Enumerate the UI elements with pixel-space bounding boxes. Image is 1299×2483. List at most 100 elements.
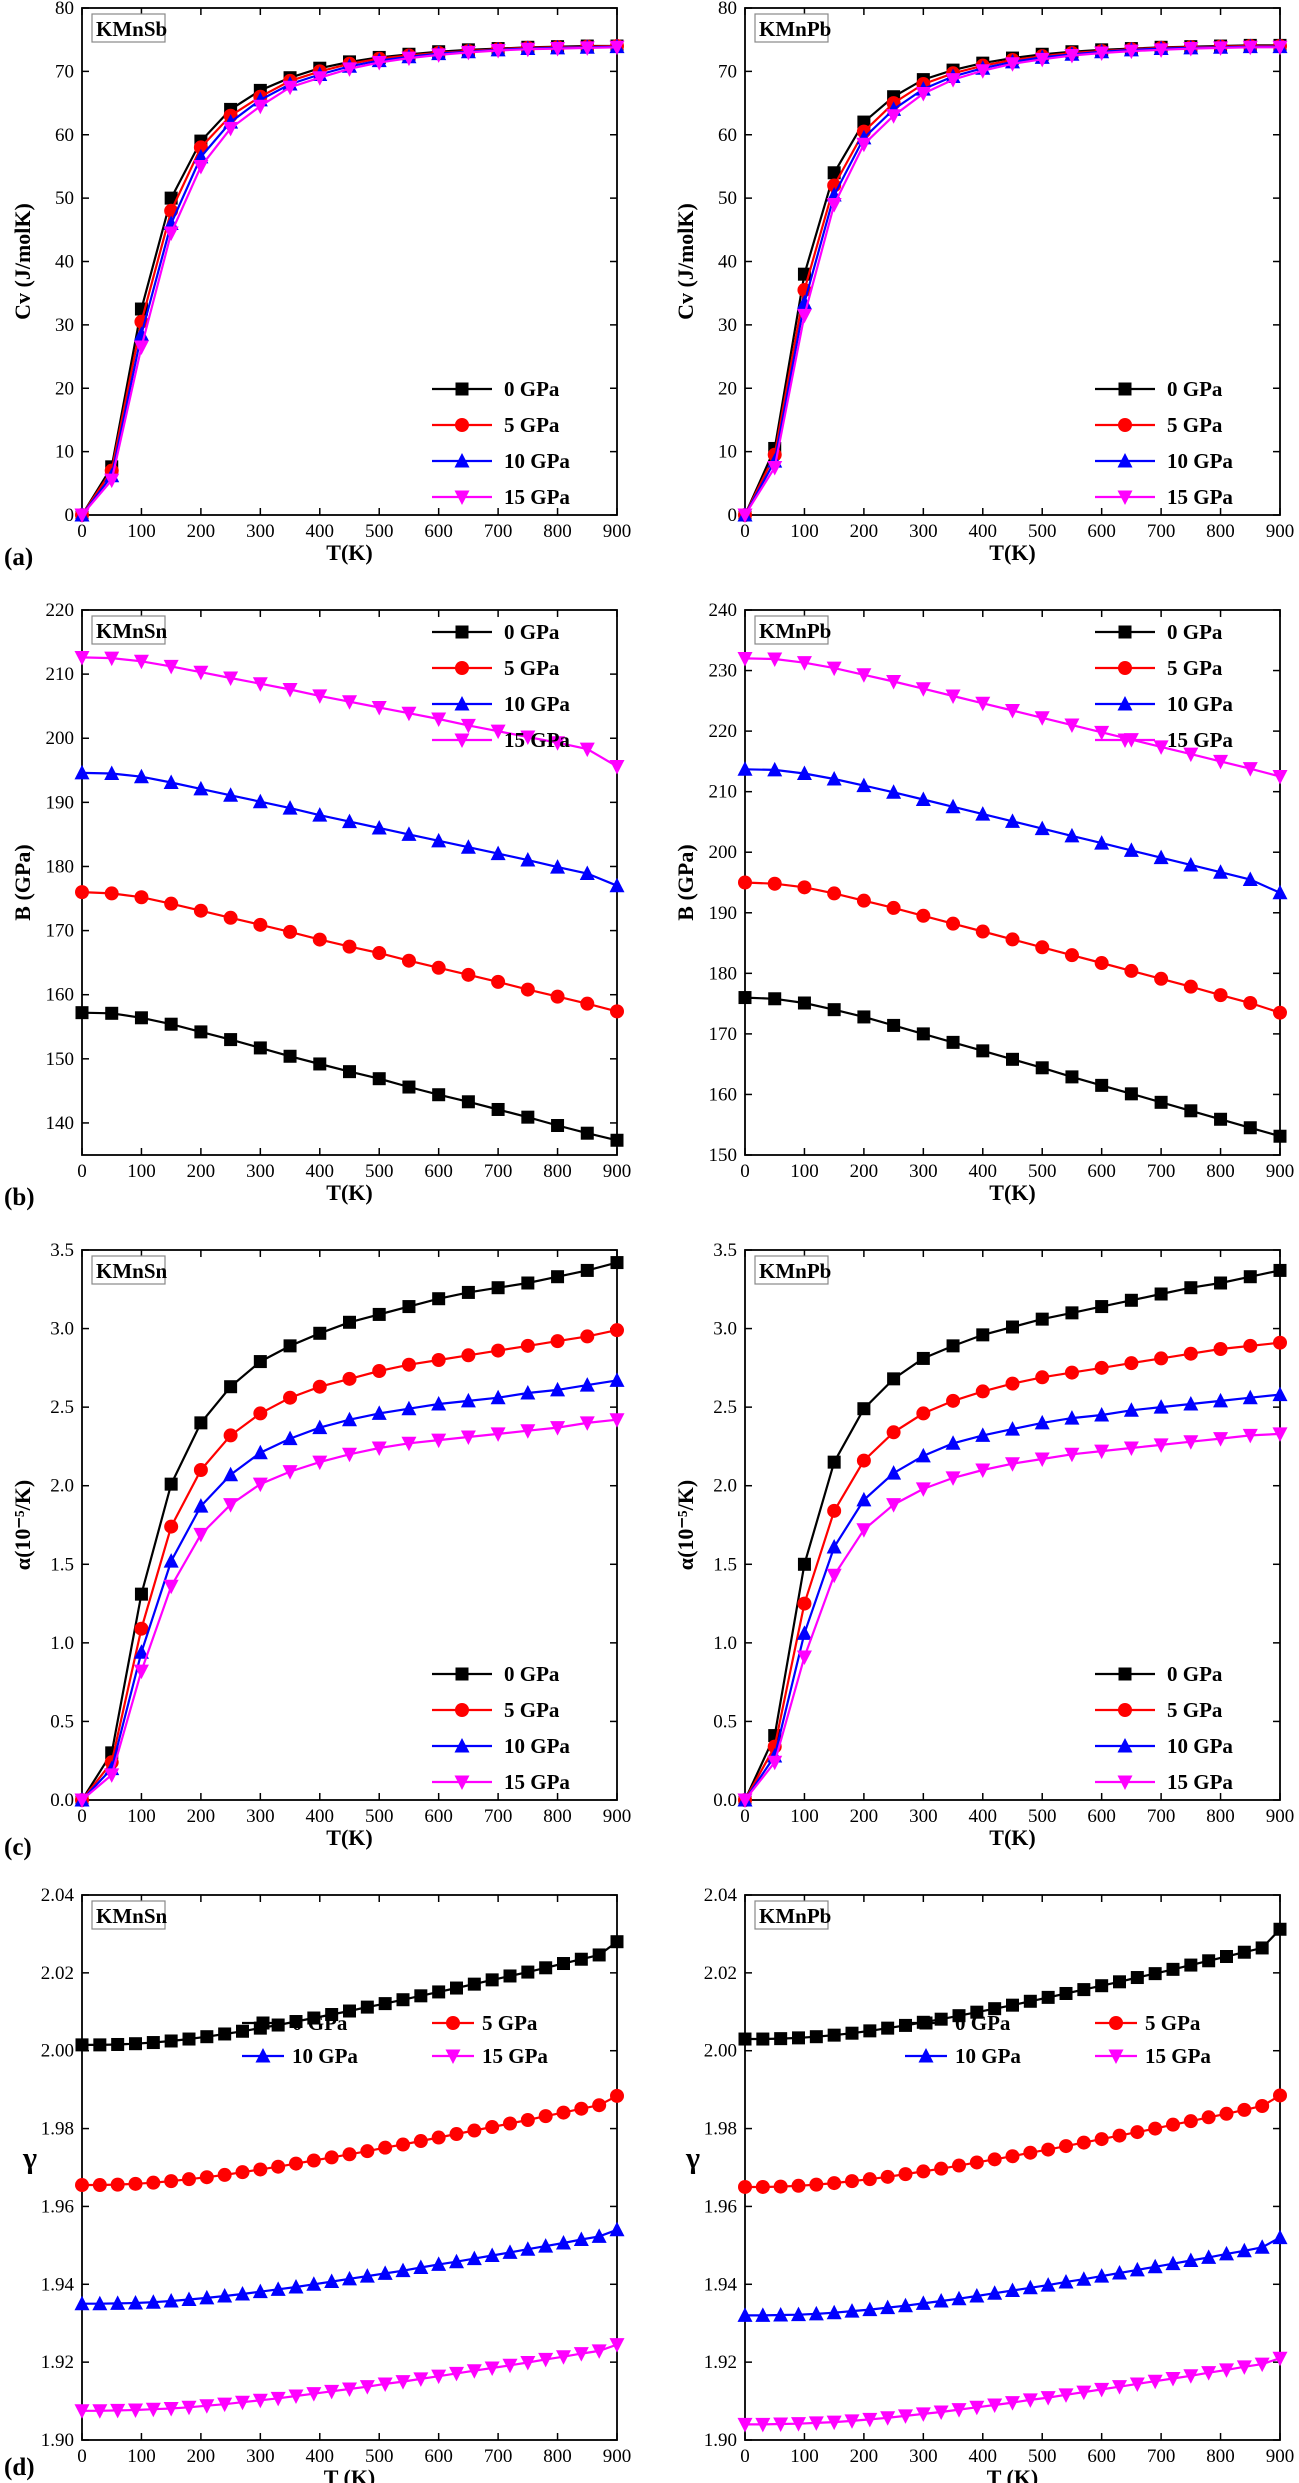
data-point bbox=[401, 1436, 417, 1452]
series-5-gpa bbox=[738, 875, 1287, 1020]
data-point bbox=[490, 845, 506, 861]
data-point bbox=[1273, 1129, 1287, 1143]
data-point bbox=[104, 651, 120, 667]
data-point bbox=[1153, 849, 1169, 865]
data-point bbox=[401, 51, 417, 67]
x-tick-label: 0 bbox=[77, 521, 87, 542]
data-point bbox=[556, 2235, 571, 2250]
chart-d-kmnsn: 0 100 200 300 400 500 600 700 800 900 1.90 1.92 1.94… bbox=[22, 1885, 631, 2483]
data-point bbox=[1064, 1365, 1079, 1380]
data-point bbox=[987, 2398, 1003, 2413]
data-point bbox=[490, 1389, 506, 1405]
y-tick-label: 180 bbox=[46, 856, 75, 877]
data-point bbox=[945, 73, 961, 88]
data-point bbox=[110, 2177, 125, 2192]
y-tick-label: 3.5 bbox=[50, 1240, 74, 1261]
data-point bbox=[432, 1985, 446, 1999]
data-point bbox=[969, 2400, 985, 2416]
x-tick-label: 400 bbox=[969, 1806, 998, 1827]
data-point bbox=[1273, 1335, 1287, 1350]
data-point bbox=[450, 1981, 463, 1995]
data-point bbox=[845, 2174, 859, 2189]
legend-item: 5 GPa bbox=[1095, 1698, 1223, 1722]
data-point bbox=[886, 784, 902, 799]
data-point bbox=[886, 1465, 902, 1480]
legend-item: 0 GPa bbox=[1095, 620, 1223, 644]
data-point bbox=[223, 787, 239, 802]
data-point bbox=[796, 294, 812, 310]
chart-c-kmnpb: 0 100 200 300 400 500 600 700 800 900 0.0 0.5 1.0 1.5… bbox=[673, 1240, 1294, 1850]
data-point bbox=[128, 2403, 143, 2419]
x-tick-label: 200 bbox=[850, 2446, 879, 2467]
data-point bbox=[200, 2030, 214, 2044]
x-tick-label: 800 bbox=[1206, 1806, 1235, 1827]
data-point bbox=[737, 508, 753, 523]
data-point bbox=[312, 71, 328, 86]
data-point bbox=[401, 706, 417, 722]
data-point bbox=[193, 159, 209, 175]
data-point bbox=[610, 1133, 624, 1147]
data-point bbox=[738, 875, 752, 890]
data-point bbox=[538, 2352, 554, 2368]
data-point bbox=[432, 1088, 446, 1102]
series-15-gpa bbox=[737, 40, 1288, 523]
legend-item: 10 GPa bbox=[905, 2044, 1021, 2068]
legend-swatch-marker bbox=[1117, 733, 1133, 748]
legend: 0 GPa 5 GPa 10 GPa 15 GPa bbox=[432, 1662, 570, 1794]
x-tick-label: 800 bbox=[1206, 2446, 1235, 2467]
data-point bbox=[282, 1430, 298, 1446]
data-point bbox=[857, 1402, 871, 1416]
data-point bbox=[1242, 1389, 1258, 1405]
x-tick-label: 200 bbox=[187, 1161, 216, 1182]
data-point bbox=[377, 2265, 393, 2280]
data-point bbox=[224, 1033, 238, 1047]
data-point bbox=[312, 1455, 328, 1471]
legend-label: 15 GPa bbox=[504, 485, 570, 509]
data-point bbox=[1130, 2125, 1145, 2140]
data-point bbox=[580, 1126, 594, 1140]
data-point bbox=[283, 1049, 297, 1063]
data-point bbox=[808, 2416, 824, 2431]
chart-d-kmnpb: 0 100 200 300 400 500 600 700 800 900 1.90 1.92 1.94… bbox=[685, 1885, 1294, 2483]
legend-item: 10 GPa bbox=[432, 1734, 570, 1758]
series-10-gpa bbox=[737, 2229, 1288, 2322]
y-tick-label: 2.00 bbox=[704, 2041, 737, 2062]
data-point bbox=[1112, 2128, 1127, 2143]
data-point bbox=[609, 877, 625, 893]
data-point bbox=[193, 665, 209, 681]
series-line bbox=[744, 996, 1281, 1138]
compound-label-box bbox=[91, 1255, 166, 1285]
data-point bbox=[573, 2231, 589, 2247]
data-point bbox=[934, 2161, 949, 2176]
data-point bbox=[826, 661, 842, 677]
compound-label-box bbox=[754, 1900, 829, 1930]
legend-swatch-marker bbox=[454, 490, 470, 505]
x-tick-label: 400 bbox=[969, 1161, 998, 1182]
data-point bbox=[520, 1424, 536, 1439]
data-point bbox=[1165, 2255, 1181, 2271]
data-point bbox=[325, 2008, 339, 2022]
series-line bbox=[81, 44, 617, 516]
data-point bbox=[797, 1557, 811, 1571]
data-point bbox=[951, 2403, 967, 2418]
data-point bbox=[1237, 2102, 1252, 2117]
legend-label: 0 GPa bbox=[955, 2011, 1011, 2035]
data-point bbox=[520, 1338, 535, 1353]
data-point bbox=[343, 1065, 356, 1079]
legend-swatch-marker bbox=[1118, 418, 1132, 432]
legend-label: 15 GPa bbox=[482, 2044, 548, 2068]
data-point bbox=[342, 1371, 357, 1386]
data-point bbox=[413, 2259, 429, 2275]
series-line bbox=[81, 771, 618, 887]
y-tick-label: 170 bbox=[46, 921, 75, 942]
data-point bbox=[767, 761, 783, 777]
data-point bbox=[1065, 1070, 1079, 1084]
data-point bbox=[1236, 2360, 1252, 2375]
data-point bbox=[1201, 2249, 1217, 2264]
data-point bbox=[862, 2412, 878, 2428]
legend-swatch-marker bbox=[454, 1738, 470, 1753]
series-10-gpa bbox=[74, 2221, 625, 2311]
data-point bbox=[104, 886, 119, 901]
legend: 0 GPa 5 GPa 10 GPa 15 GPa bbox=[432, 620, 570, 752]
legend-item: 0 GPa bbox=[432, 377, 560, 401]
